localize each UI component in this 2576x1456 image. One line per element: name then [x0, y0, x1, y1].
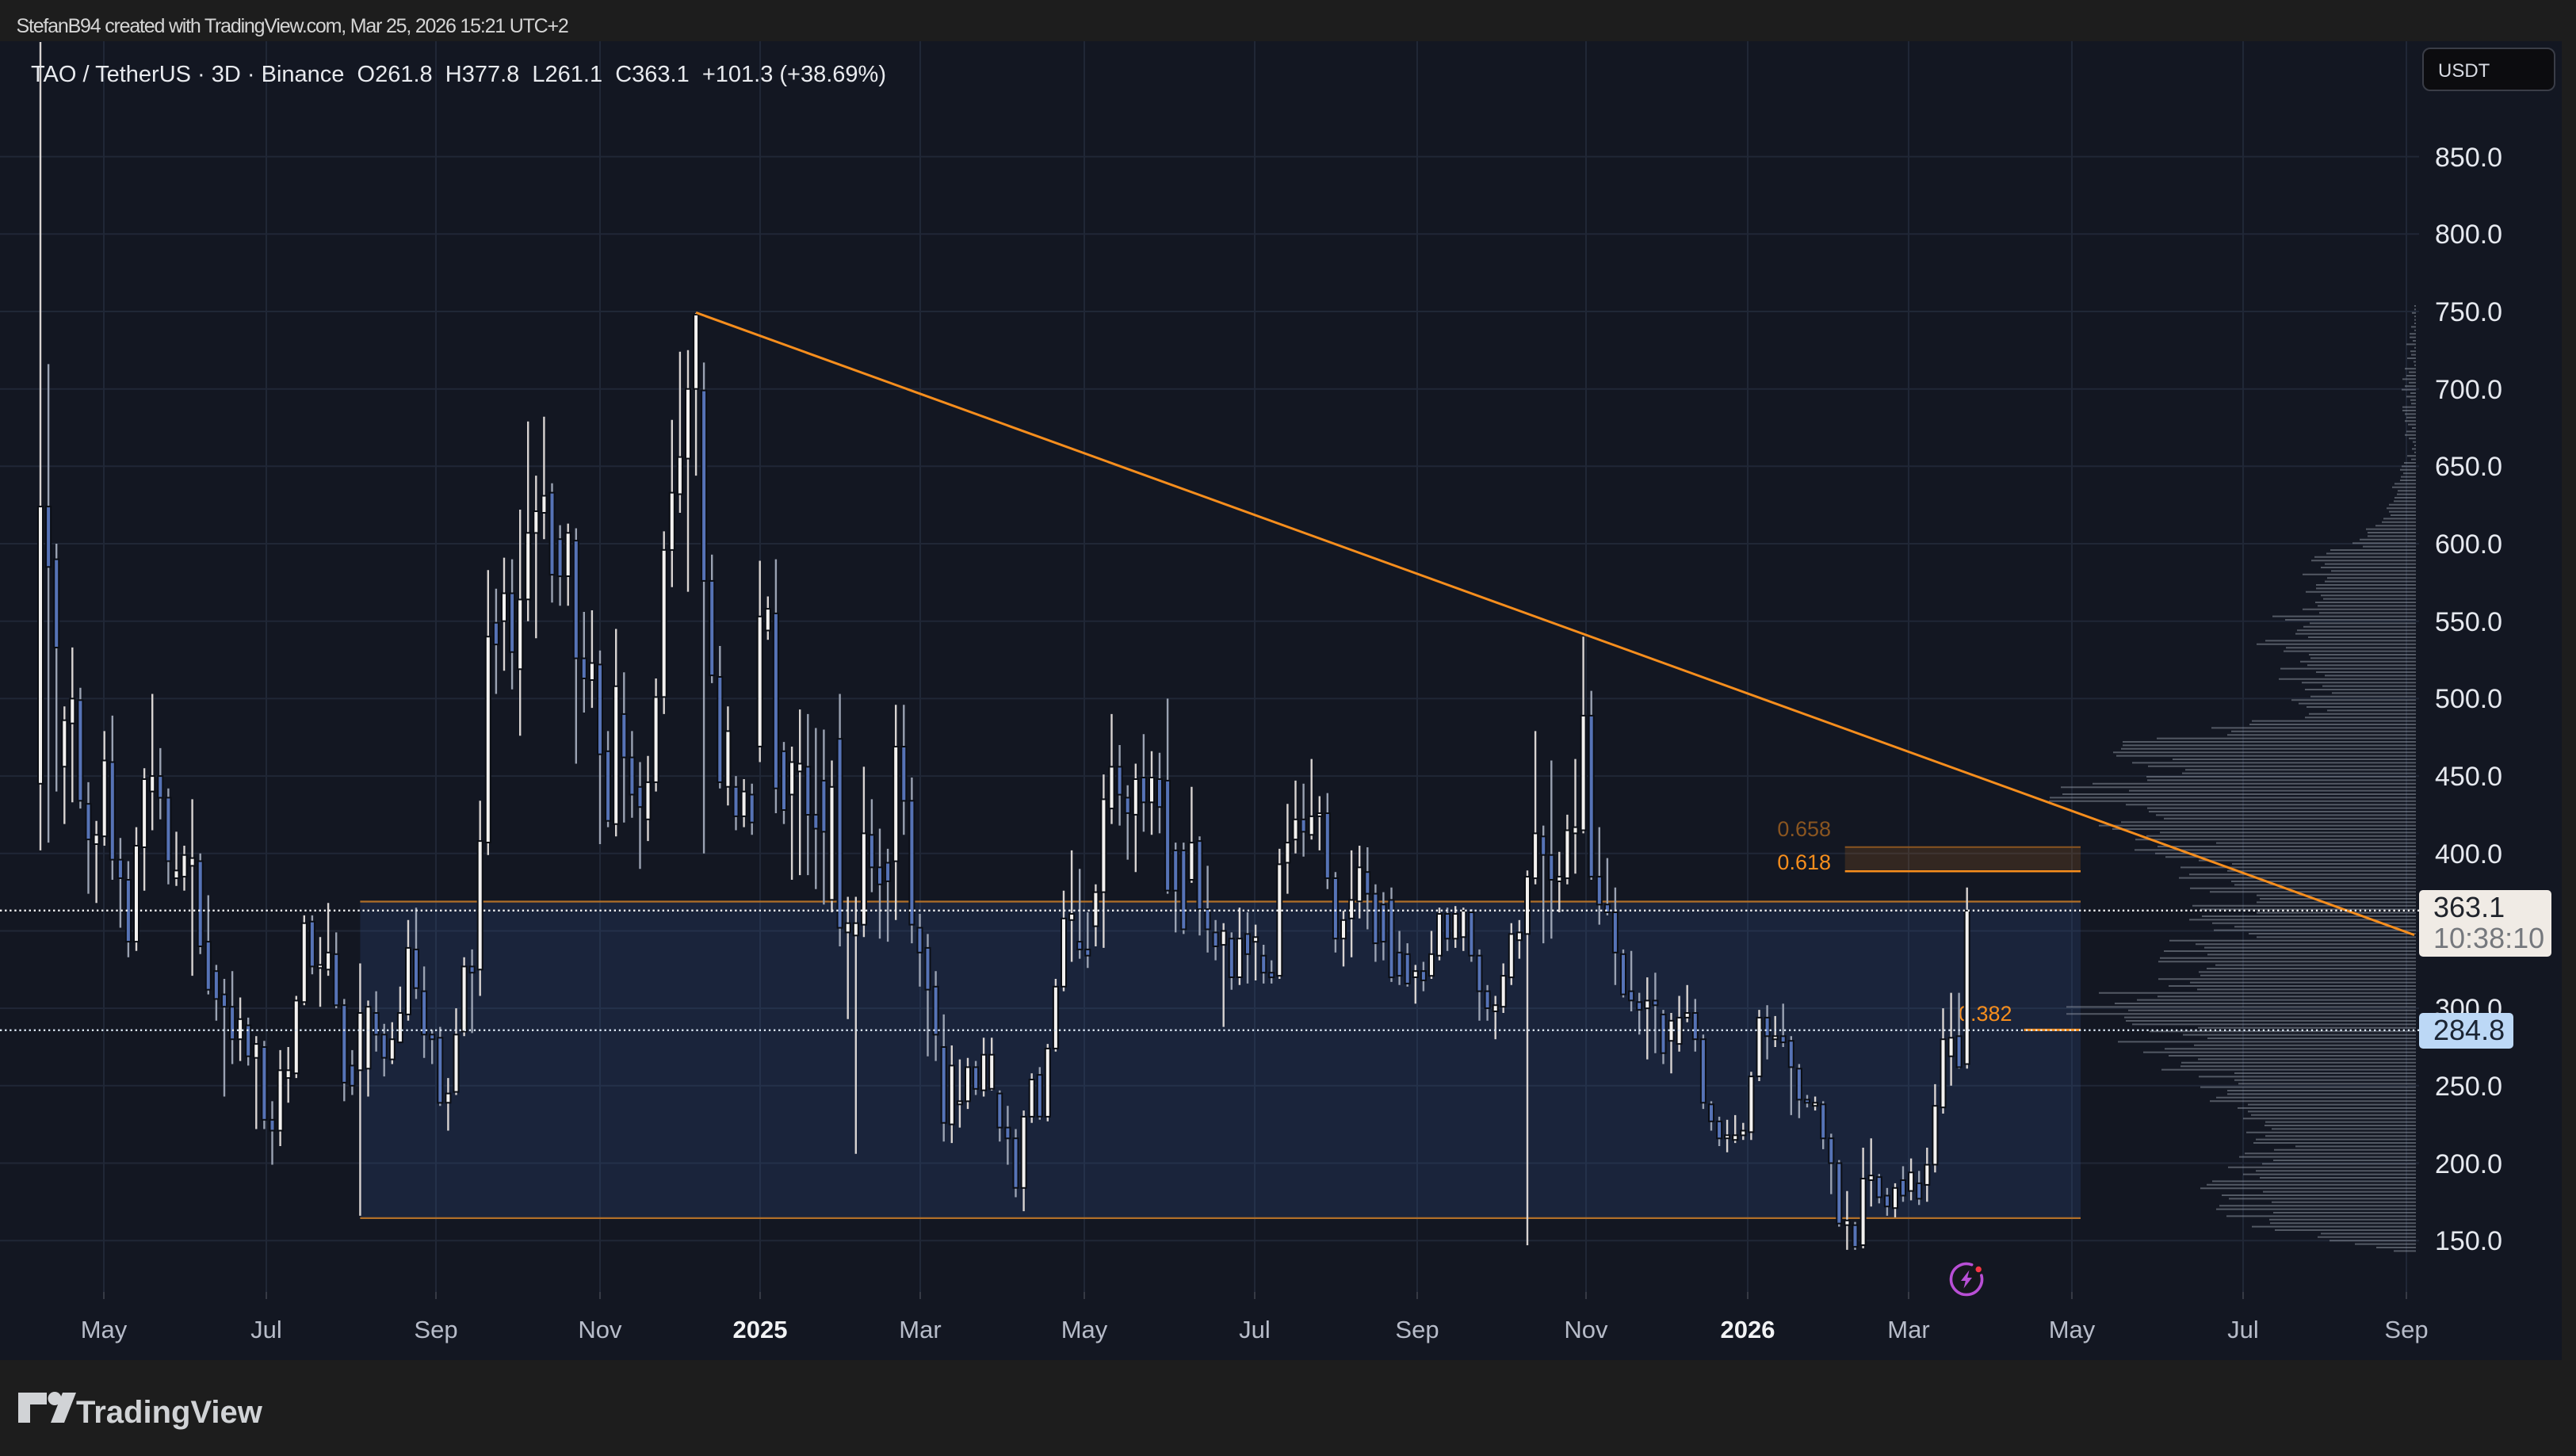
svg-text:850.0: 850.0: [2435, 143, 2502, 173]
svg-text:400.0: 400.0: [2435, 839, 2502, 869]
svg-text:Jul: Jul: [250, 1316, 282, 1343]
svg-text:650.0: 650.0: [2435, 452, 2502, 482]
svg-text:Mar: Mar: [899, 1316, 941, 1343]
svg-text:250.0: 250.0: [2435, 1072, 2502, 1102]
svg-text:450.0: 450.0: [2435, 762, 2502, 792]
svg-text:TAO / TetherUS · 3D · Binance: TAO / TetherUS · 3D · Binance O261.8 H37…: [31, 62, 886, 87]
svg-text:Nov: Nov: [578, 1316, 622, 1343]
svg-text:StefanB94 created with Trading: StefanB94 created with TradingView.com, …: [17, 15, 568, 37]
svg-text:600.0: 600.0: [2435, 529, 2502, 560]
svg-text:Sep: Sep: [1395, 1316, 1439, 1343]
svg-text:Mar: Mar: [1887, 1316, 1929, 1343]
svg-text:200.0: 200.0: [2435, 1149, 2502, 1179]
svg-text:USDT: USDT: [2438, 60, 2490, 82]
svg-text:Sep: Sep: [2384, 1316, 2428, 1343]
svg-text:Jul: Jul: [1239, 1316, 1271, 1343]
svg-text:2026: 2026: [1721, 1316, 1775, 1343]
svg-text:Sep: Sep: [414, 1316, 457, 1343]
svg-text:750.0: 750.0: [2435, 297, 2502, 327]
svg-text:800.0: 800.0: [2435, 220, 2502, 250]
svg-text:May: May: [81, 1316, 128, 1343]
svg-text:284.8: 284.8: [2433, 1014, 2505, 1046]
svg-text:0.658: 0.658: [1777, 817, 1831, 841]
svg-text:150.0: 150.0: [2435, 1226, 2502, 1256]
svg-text:2025: 2025: [733, 1316, 788, 1343]
svg-text:700.0: 700.0: [2435, 375, 2502, 405]
svg-text:0.618: 0.618: [1777, 850, 1831, 874]
svg-text:363.1: 363.1: [2433, 891, 2505, 923]
svg-text:500.0: 500.0: [2435, 684, 2502, 714]
svg-text:TradingView: TradingView: [76, 1395, 263, 1430]
svg-text:May: May: [1061, 1316, 1108, 1343]
svg-text:10:38:10: 10:38:10: [2433, 922, 2544, 954]
svg-text:550.0: 550.0: [2435, 607, 2502, 637]
svg-text:Jul: Jul: [2227, 1316, 2259, 1343]
svg-text:Nov: Nov: [1564, 1316, 1608, 1343]
svg-text:May: May: [2049, 1316, 2096, 1343]
